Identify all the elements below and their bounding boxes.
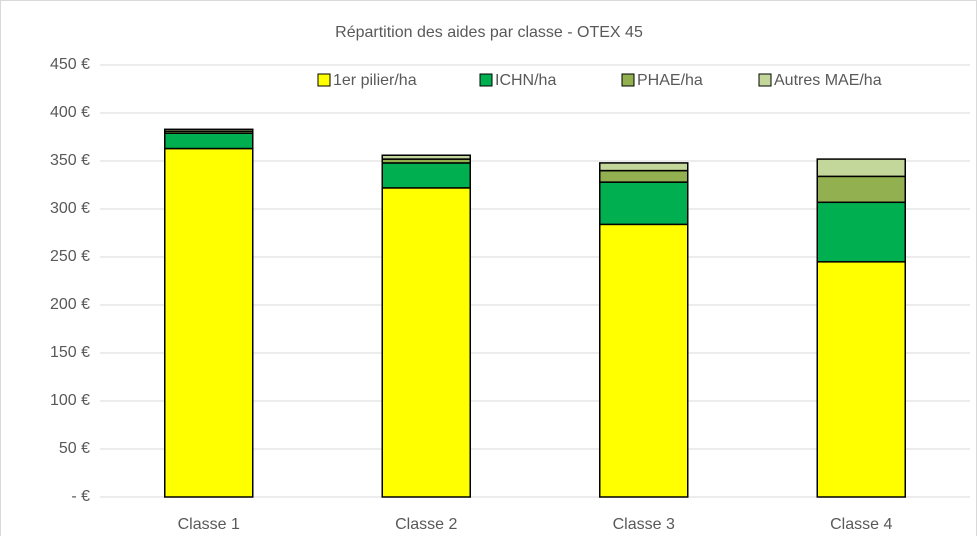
legend-label: ICHN/ha [495, 72, 556, 89]
y-tick-label: 50 € [59, 440, 90, 457]
y-tick-label: 400 € [50, 104, 90, 121]
x-tick-label: Classe 2 [395, 516, 457, 533]
legend-swatch [317, 73, 331, 87]
x-tick-label: Classe 1 [178, 516, 240, 533]
legend-label: Autres MAE/ha [774, 72, 882, 89]
bar-segment [599, 181, 689, 226]
legend-label: 1er pilier/ha [333, 72, 417, 89]
y-tick-label: 150 € [50, 344, 90, 361]
bar-segment [816, 175, 906, 204]
bar-segment [816, 201, 906, 263]
bar-segment [599, 162, 689, 172]
bar-segment [164, 132, 254, 150]
bar-segment [816, 158, 906, 178]
bar-segment [381, 154, 471, 160]
chart-title: Répartition des aides par classe - OTEX … [335, 24, 643, 41]
y-tick-label: - € [71, 488, 90, 505]
bar-segment [381, 162, 471, 189]
legend-swatch [758, 73, 772, 87]
x-tick-label: Classe 4 [830, 516, 892, 533]
bar-segment [381, 187, 471, 498]
y-tick-label: 100 € [50, 392, 90, 409]
x-tick-label: Classe 3 [613, 516, 675, 533]
bar-segment [599, 169, 689, 183]
bar-segment [164, 147, 254, 498]
y-tick-label: 350 € [50, 152, 90, 169]
bar-segment [599, 223, 689, 498]
legend-label: PHAE/ha [637, 72, 703, 89]
bar-segment [164, 128, 254, 132]
y-tick-label: 300 € [50, 200, 90, 217]
y-tick-label: 250 € [50, 248, 90, 265]
y-tick-label: 450 € [50, 56, 90, 73]
legend-swatch [479, 73, 493, 87]
y-tick-label: 200 € [50, 296, 90, 313]
legend-swatch [621, 73, 635, 87]
bar-segment [816, 261, 906, 498]
